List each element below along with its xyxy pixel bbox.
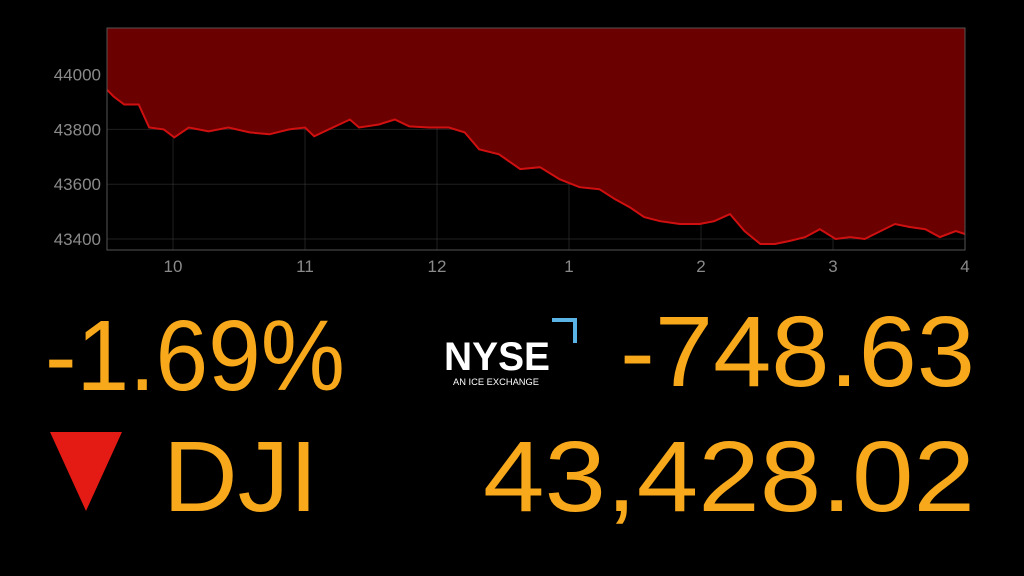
x-tick-label: 4 (960, 257, 969, 276)
x-tick-label: 3 (828, 257, 837, 276)
price-line (106, 89, 966, 245)
y-tick-label: 43400 (54, 230, 101, 249)
logo-tagline: AN ICE EXCHANGE (453, 377, 539, 387)
point-change: -748.63 (620, 296, 975, 408)
x-tick-label: 2 (696, 257, 705, 276)
y-tick-label: 43600 (54, 175, 101, 194)
percent-change: -1.69% (45, 300, 345, 412)
y-tick-label: 44000 (54, 66, 101, 85)
symbol: DJI (163, 421, 318, 533)
y-tick-label: 43800 (54, 120, 101, 139)
x-tick-label: 10 (164, 257, 183, 276)
x-tick-label: 11 (296, 257, 314, 276)
logo-bracket (552, 318, 577, 343)
plot-border (106, 27, 966, 251)
x-tick-label: 12 (428, 257, 447, 276)
logo-name: NYSE (444, 335, 550, 379)
x-tick-label: 1 (564, 257, 573, 276)
down-arrow (50, 432, 122, 511)
area-fill (107, 28, 965, 244)
price: 43,428.02 (483, 421, 975, 533)
